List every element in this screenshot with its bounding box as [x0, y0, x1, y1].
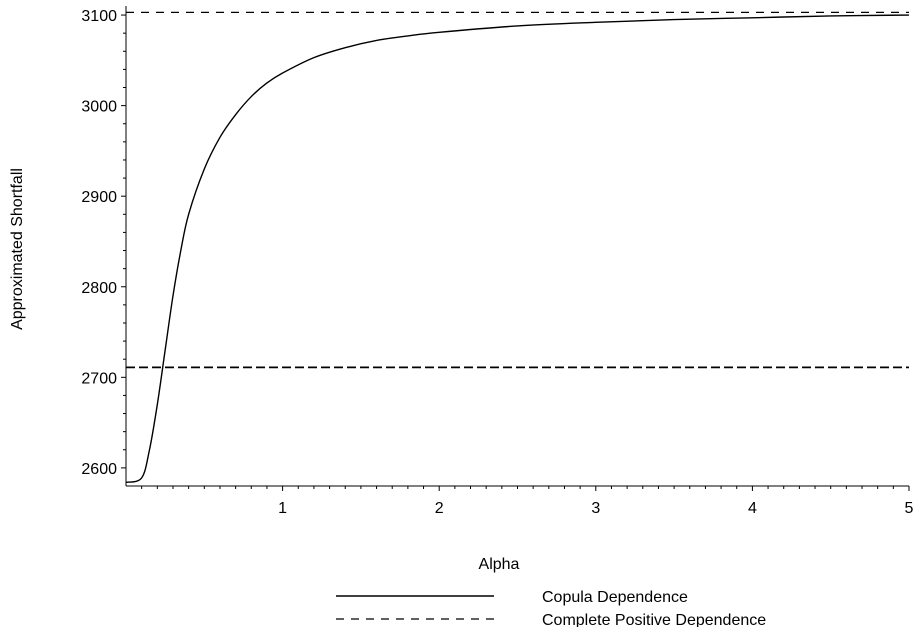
series-line-copula-dependence	[125, 14, 910, 484]
y-tick-label: 3000	[81, 99, 117, 116]
legend: Copula Dependence Complete Positive Depen…	[336, 589, 766, 629]
axes: 2600 2700 2800 2900 3000 3100 1 2 3 4 5	[81, 6, 914, 517]
y-tick-label: 2700	[81, 370, 117, 387]
x-tick-label: 1	[278, 500, 287, 517]
axis-labels: Alpha Approximated Shortfall	[9, 168, 520, 573]
x-tick-label: 4	[748, 500, 757, 517]
y-tick-label: 2800	[81, 280, 117, 297]
series-layer	[125, 11, 910, 484]
legend-label: Copula Dependence	[542, 589, 688, 606]
y-axis-label: Approximated Shortfall	[9, 168, 26, 330]
y-tick-label: 2600	[81, 461, 117, 478]
x-axis-label: Alpha	[479, 556, 520, 573]
legend-label: Complete Positive Dependence	[542, 612, 766, 627]
y-tick-label: 2900	[81, 189, 117, 206]
x-tick-label: 2	[435, 500, 444, 517]
x-tick-label: 5	[905, 500, 914, 517]
x-tick-label: 3	[591, 500, 600, 517]
y-tick-label: 3100	[81, 8, 117, 25]
